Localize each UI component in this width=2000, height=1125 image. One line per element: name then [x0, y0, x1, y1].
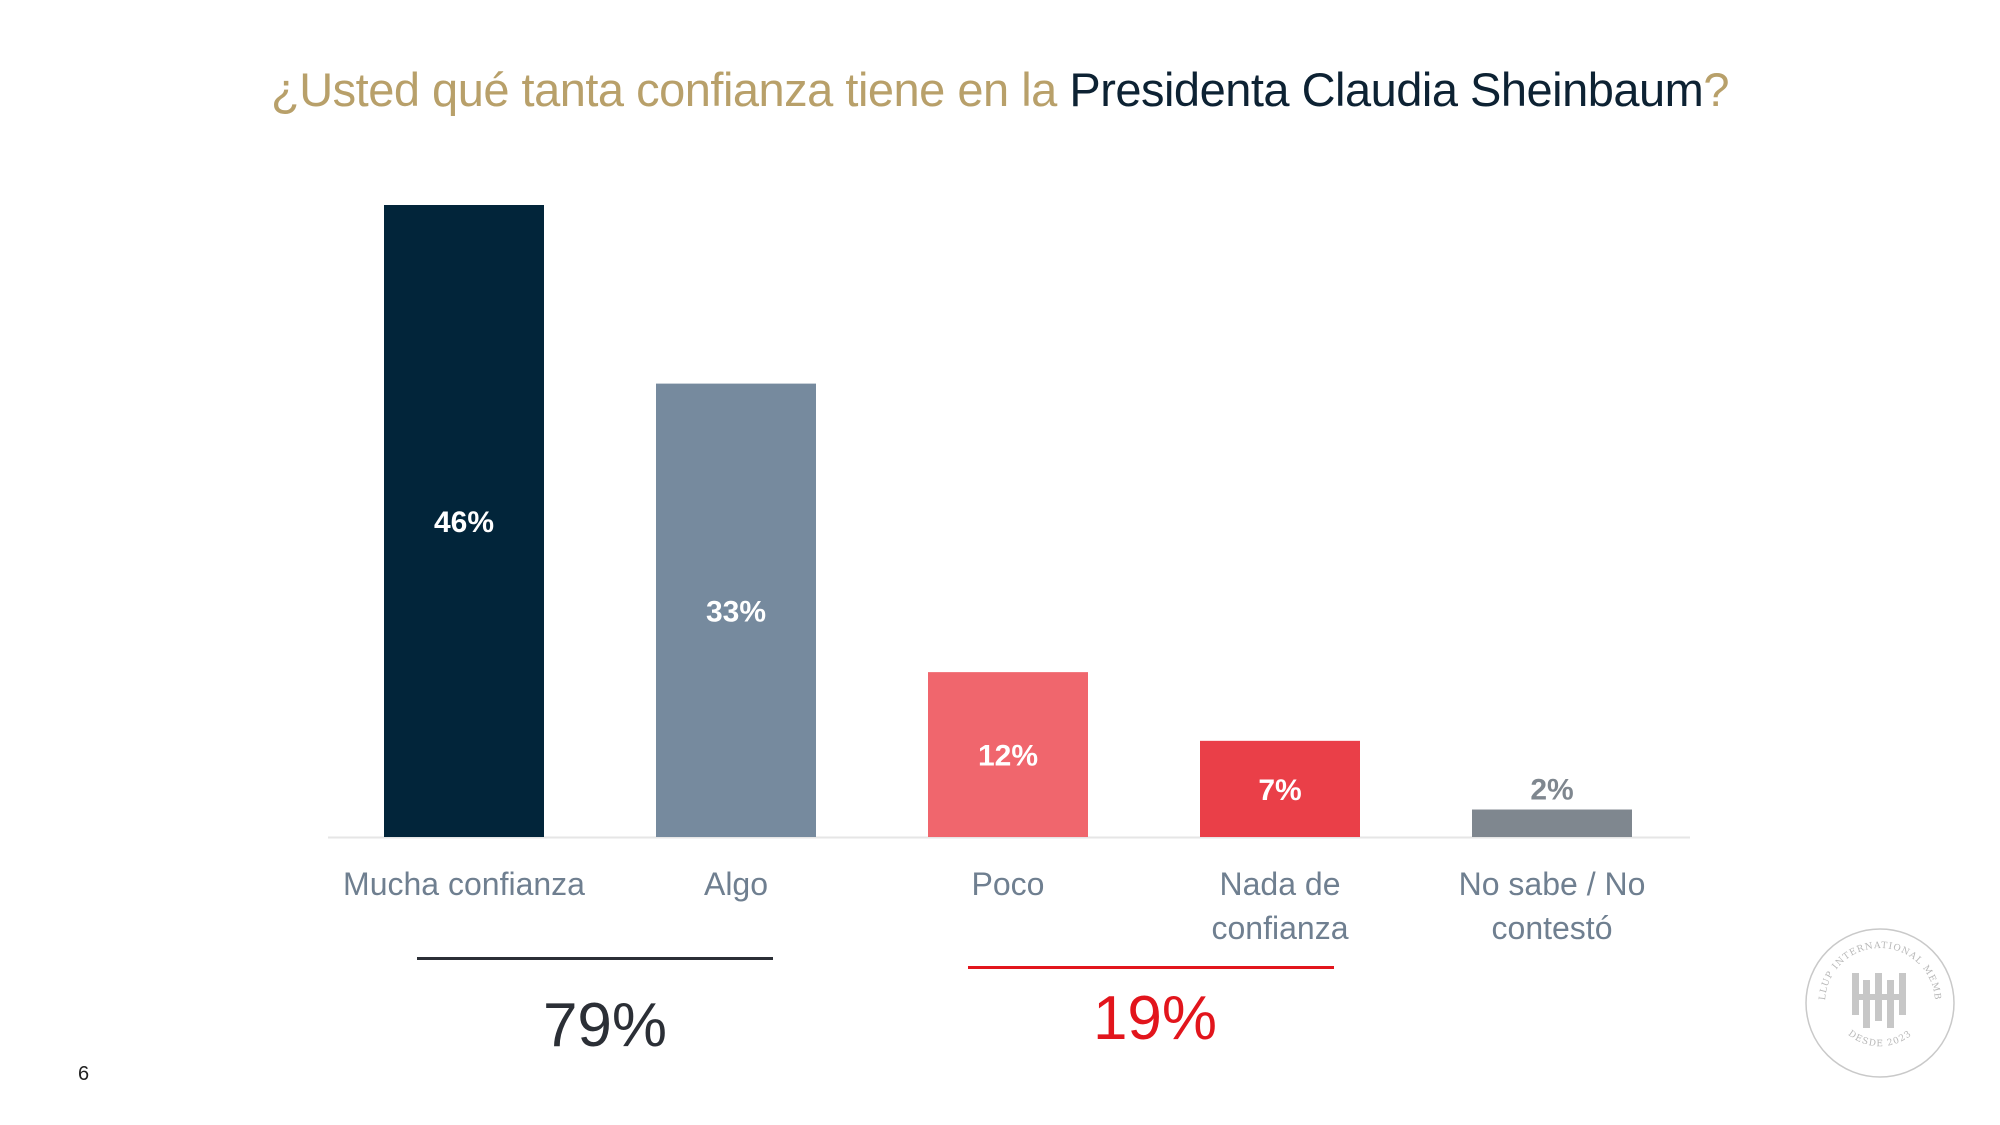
bar-nada-de-confianza — [1200, 740, 1360, 837]
gallup-member-seal-logo: GALLUP INTERNATIONAL MEMBER DESDE 2023 — [1795, 918, 1955, 1078]
category-label-line: confianza — [1211, 910, 1349, 946]
category-label-poco: Poco — [858, 862, 1158, 906]
title-part-1: ¿Usted qué tanta confianza tiene en la — [271, 63, 1070, 116]
title-part-2: Presidenta Claudia Sheinbaum — [1069, 63, 1704, 116]
category-label-line: Poco — [971, 866, 1045, 902]
page-number: 6 — [78, 1063, 90, 1085]
bar-algo — [656, 383, 816, 837]
data-label-no-sabe-no-contesto: 2% — [1530, 774, 1573, 807]
bar-poco — [928, 672, 1088, 837]
chart-title: ¿Usted qué tanta confianza tiene en la P… — [0, 62, 2000, 117]
category-label-line: Algo — [703, 866, 769, 902]
data-label-nada-de-confianza: 7% — [1258, 774, 1301, 807]
title-part-3: ? — [1703, 63, 1729, 116]
bar-no-sabe-no-contesto — [1472, 809, 1632, 837]
bar-mucha-confianza — [384, 205, 544, 837]
data-label-poco: 12% — [978, 740, 1038, 773]
category-label-mucha-confianza: Mucha confianza — [314, 862, 614, 906]
negative-summary-value: 19% — [1092, 984, 1218, 1053]
negative-summary-line — [968, 966, 1334, 969]
category-label-no-sabe-no-contesto: No sabe / No contestó — [1402, 862, 1702, 950]
category-label-algo: Algo — [586, 862, 886, 906]
category-label-line: Mucha confianza — [343, 866, 585, 902]
data-label-mucha-confianza: 46% — [434, 506, 494, 539]
category-label-line: contestó — [1491, 910, 1613, 946]
category-label-line: No sabe / No — [1458, 866, 1646, 902]
data-label-algo: 33% — [706, 595, 766, 628]
category-label-nada-de-confianza: Nada de confianza — [1130, 862, 1430, 950]
svg-text:DESDE 2023: DESDE 2023 — [1846, 1029, 1914, 1049]
positive-summary-value: 79% — [542, 991, 668, 1060]
category-label-line: Nada de — [1219, 866, 1341, 902]
positive-summary-line — [417, 957, 773, 960]
